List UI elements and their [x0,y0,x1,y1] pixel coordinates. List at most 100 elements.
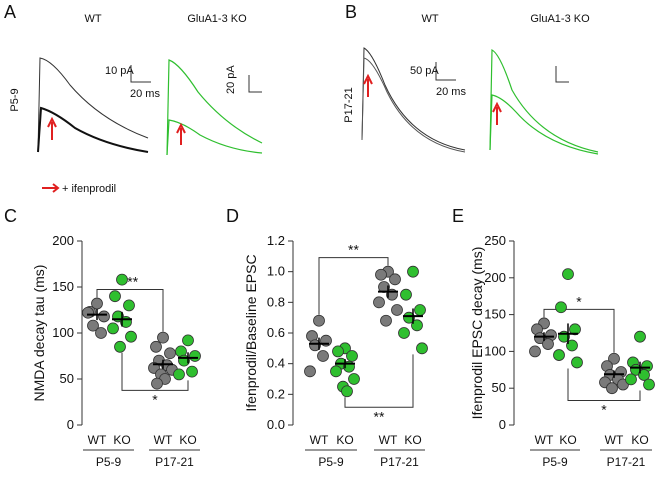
sig-label: ** [348,242,359,258]
group-label: P17-21 [607,455,646,469]
y-tick-label: 250 [484,233,506,248]
y-tick-label: 150 [484,307,506,322]
data-point [542,338,554,350]
data-point [529,345,541,358]
trace [166,119,263,156]
y-tick-label: 200 [52,233,74,248]
group-label: P5-9 [96,455,122,469]
y-axis-label: Ifenprodil/Baseline EPSC [243,254,259,411]
data-point [389,273,401,286]
data-point [400,288,412,301]
x-tick-label: WT [154,433,173,447]
data-point [87,319,99,332]
arrow [176,122,186,145]
y-tick-label: 150 [52,279,74,294]
data-point [411,319,423,332]
panel-letter: B [345,2,357,22]
data-point [555,301,567,314]
trace [361,47,466,151]
data-point [317,350,329,362]
data-point [566,339,578,352]
y-tick-label: 0.8 [267,294,285,309]
sig-label: * [152,391,158,407]
data-point [534,332,546,345]
scale-bar [555,66,569,83]
legend-arrow [42,183,60,193]
panel-letter: E [452,206,464,226]
scale-bar [435,62,456,81]
sig-bracket [96,289,164,332]
data-point [309,339,321,352]
y-tick-label: 0.4 [267,356,285,371]
scale-label: 20 pA [225,65,237,94]
group-label: P5-9 [318,455,344,469]
data-point [91,297,103,310]
data-point [109,290,121,303]
panel-letter: C [4,206,17,226]
data-point [125,330,137,343]
data-point [313,314,325,327]
scale-bar [130,65,151,83]
data-point [414,304,426,316]
data-point [82,306,94,319]
y-axis-label: Ifenprodil EPSC decay (ms) [469,247,485,420]
data-point [95,327,107,339]
y-axis-label: NMDA decay tau (ms) [31,265,47,402]
arrow [363,73,373,97]
group-label: P17-21 [155,455,194,469]
data-point [346,350,358,362]
data-point [151,377,163,390]
trace-label: GluA1-3 KO [187,13,247,25]
scale-label: 20 ms [436,86,466,98]
data-point [348,373,360,385]
y-tick-label: 50 [492,380,506,395]
data-point [638,369,650,381]
data-point [553,349,565,361]
sig-bracket [567,368,641,402]
panel-letter: D [226,206,239,226]
x-tick-label: KO [404,433,421,447]
legend-label: + ifenprodil [62,183,116,195]
x-tick-label: WT [310,433,329,447]
trace-label: GluA1-3 KO [530,13,590,25]
sig-label: ** [374,408,385,424]
trace [489,49,599,153]
scale-label: 20 ms [130,88,160,100]
y-tick-label: 0 [67,417,74,432]
trace [361,57,466,153]
data-point [569,323,581,336]
sig-bracket [543,308,615,353]
data-point [407,265,419,278]
scale-bar [248,75,262,93]
data-point [182,334,194,347]
data-point [304,365,316,378]
data-point [608,352,620,365]
sig-label: * [601,402,607,418]
scale-label: 50 pA [410,65,439,77]
y-tick-label: 50 [60,371,74,386]
trace [37,106,149,153]
y-tick-label: 0.0 [267,417,285,432]
y-tick-label: 0 [499,417,506,432]
age-label: P5-9 [9,88,21,111]
data-point [375,268,387,281]
data-point [373,296,385,309]
data-point [398,327,410,339]
sig-bracket [344,354,414,408]
trace [489,94,599,155]
data-point [571,356,583,369]
trace [37,57,149,153]
data-point [173,368,185,381]
data-point [107,322,119,335]
y-tick-label: 200 [484,270,506,285]
x-tick-label: KO [179,433,196,447]
data-point [643,378,655,391]
data-point [116,273,128,286]
x-tick-label: KO [559,433,576,447]
data-point [98,310,110,323]
group-label: P5-9 [542,455,568,469]
sig-label: * [576,293,582,309]
x-tick-label: WT [379,433,398,447]
y-tick-label: 1.0 [267,264,285,279]
